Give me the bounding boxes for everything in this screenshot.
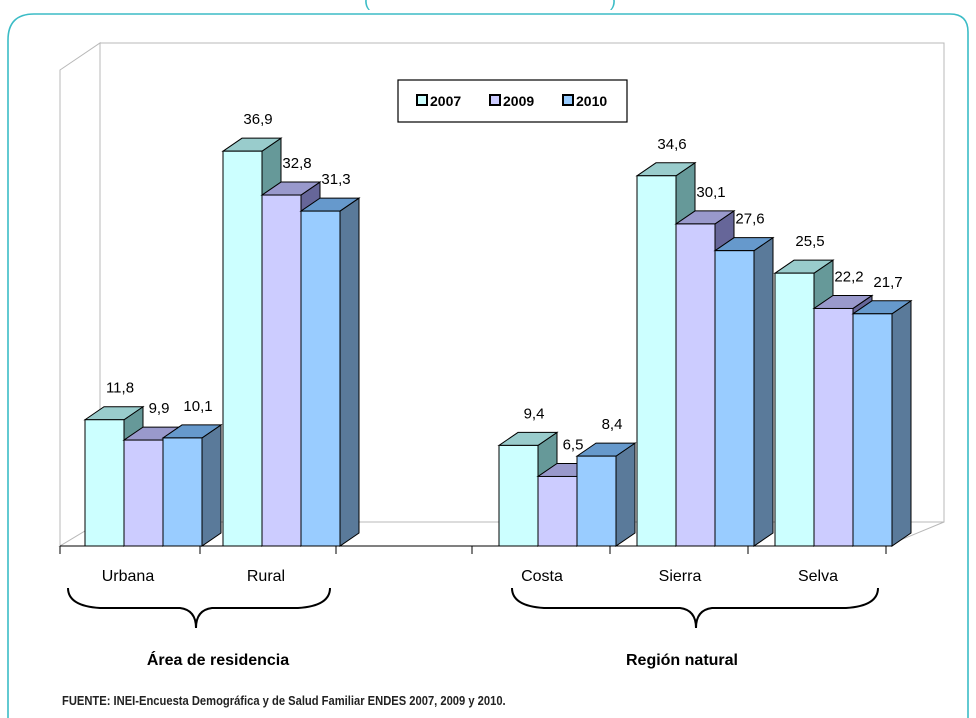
value-label-sierra-2010: 27,6: [735, 211, 764, 228]
bar-front: [222, 150, 263, 547]
legend-label-2009: 2009: [503, 93, 534, 109]
bar-front: [852, 313, 893, 547]
bar-front: [636, 175, 677, 547]
bar-rural-2010: [299, 197, 361, 547]
legend-swatch-2010: [562, 94, 574, 106]
bar-front: [123, 439, 164, 547]
bar-front: [300, 210, 341, 547]
bar-front: [162, 437, 203, 547]
category-label-urbana: Urbana: [102, 568, 155, 585]
brace-area-residencia: [67, 587, 331, 629]
value-label-sierra-2009: 30,1: [696, 184, 725, 201]
value-labels-layer: 11,8 9,9 10,1 36,9 32,8 31,3 9,4 6,5 8,4 34,6 30,1…: [106, 111, 903, 453]
value-label-rural-2007: 36,9: [243, 111, 272, 128]
value-label-costa-2009: 6,5: [563, 436, 584, 453]
value-label-costa-2007: 9,4: [524, 405, 545, 422]
value-label-urbana-2007: 11,8: [106, 380, 134, 397]
value-label-costa-2010: 8,4: [602, 416, 623, 433]
category-label-selva: Selva: [798, 568, 838, 585]
value-label-rural-2009: 32,8: [282, 155, 311, 172]
bar-sierra-2010: [713, 236, 775, 547]
group-label-area-residencia: Área de residencia: [147, 650, 289, 669]
bars-layer: [83, 137, 913, 547]
legend-swatch-2007: [416, 94, 428, 106]
bar-front: [84, 419, 125, 547]
bar-front: [498, 444, 539, 547]
bar-side: [753, 236, 774, 547]
value-label-rural-2010: 31,3: [321, 171, 350, 188]
value-label-selva-2010: 21,7: [873, 274, 902, 291]
legend-label-2007: 2007: [430, 93, 461, 109]
bar-side: [201, 423, 222, 547]
x-axis-category-labels: Urbana Rural Costa Sierra Selva: [102, 568, 838, 585]
bar-front: [537, 475, 578, 547]
top-clipped-text-left: (: [364, 0, 370, 10]
value-label-selva-2009: 22,2: [834, 268, 863, 285]
legend-box: [397, 79, 628, 123]
group-label-region-natural: Región natural: [626, 652, 738, 669]
bar-front: [714, 250, 755, 547]
legend: 2007 2009 2010: [397, 79, 628, 123]
value-label-sierra-2007: 34,6: [657, 136, 686, 153]
top-clipped-text-right: ): [610, 0, 616, 10]
bar-costa-2010: [575, 442, 637, 547]
bar-selva-2010: [851, 299, 913, 547]
value-label-urbana-2010: 10,1: [183, 398, 212, 415]
bar-side: [615, 442, 636, 547]
source-note: FUENTE: INEI-Encuesta Demográfica y de S…: [62, 693, 506, 708]
bar-front: [576, 455, 617, 547]
bar-side: [891, 299, 912, 547]
value-label-selva-2007: 25,5: [795, 233, 824, 250]
legend-swatch-2009: [489, 94, 501, 106]
bar-front: [675, 223, 716, 547]
category-label-costa: Costa: [521, 568, 563, 585]
category-label-sierra: Sierra: [659, 568, 702, 585]
value-label-urbana-2009: 9,9: [149, 400, 170, 417]
bar-front: [813, 307, 854, 547]
card-border: [7, 13, 969, 718]
bar-urbana-2010: [161, 423, 223, 547]
bar-front: [261, 194, 302, 547]
legend-label-2010: 2010: [576, 93, 607, 109]
category-label-rural: Rural: [247, 568, 285, 585]
bar-front: [774, 272, 815, 547]
brace-region-natural: [511, 587, 879, 629]
bar-side: [339, 197, 360, 547]
x-axis-ticks: [59, 546, 887, 554]
